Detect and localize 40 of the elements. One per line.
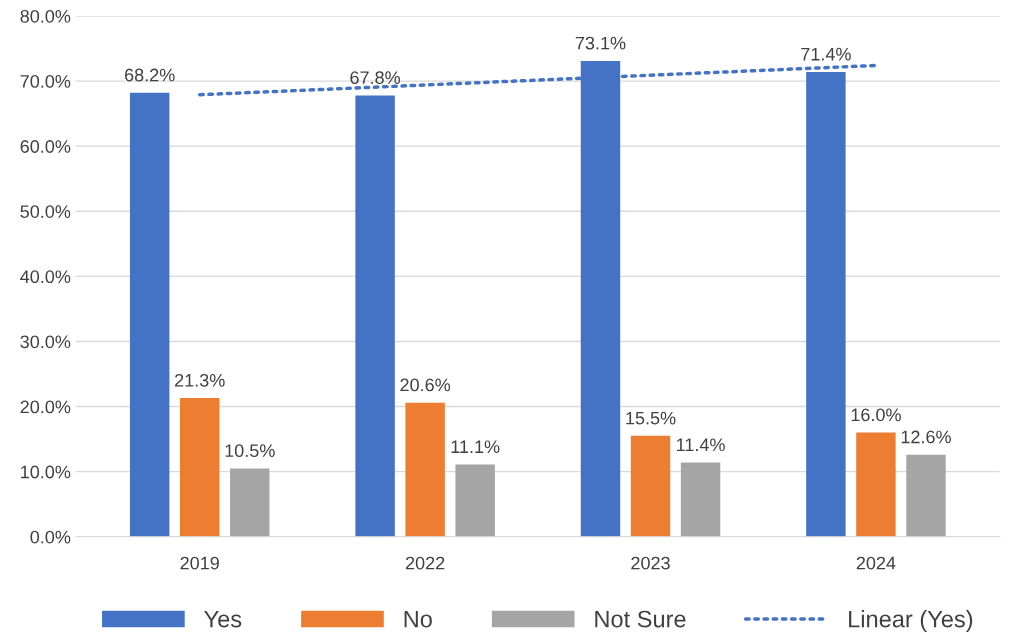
y-tick-label: 20.0%	[20, 400, 71, 414]
y-tick-label: 30.0%	[20, 335, 71, 349]
bar	[806, 71, 846, 537]
legend-label: No	[404, 610, 432, 628]
data-label: 73.1%	[575, 36, 626, 50]
data-label: 16.0%	[851, 408, 901, 422]
y-tick-label: 50.0%	[20, 205, 71, 218]
data-label: 11.1%	[451, 440, 500, 454]
y-tick-label: 80.0%	[20, 9, 71, 23]
data-label: 21.3%	[175, 373, 225, 387]
data-label: 10.5%	[225, 444, 275, 458]
data-label: 11.4%	[677, 438, 725, 452]
bar	[630, 435, 671, 537]
x-tick-label: 2023	[631, 556, 670, 570]
x-tick-label: 2022	[405, 556, 445, 570]
data-label: 71.4%	[801, 47, 851, 61]
bar	[856, 432, 896, 537]
y-tick-label: 40.0%	[20, 270, 71, 284]
bar	[906, 454, 946, 537]
bar	[405, 402, 445, 537]
data-label: 67.8%	[350, 71, 401, 85]
data-label: 15.5%	[626, 411, 676, 425]
legend-label: Not Sure	[595, 610, 686, 628]
legend-label: Yes	[204, 610, 242, 628]
bar	[355, 95, 395, 537]
y-tick-label: 10.0%	[21, 465, 71, 479]
bar	[129, 92, 170, 537]
x-tick-label: 2024	[856, 556, 896, 570]
x-tick-label: 2019	[180, 556, 219, 570]
y-tick-label: 60.0%	[20, 140, 71, 153]
bar	[230, 468, 270, 537]
bar	[680, 462, 721, 537]
y-tick-label: 0.0%	[30, 530, 71, 544]
bar	[180, 398, 220, 537]
data-label: 12.6%	[901, 430, 951, 444]
data-label: 68.2%	[125, 68, 175, 82]
bar	[455, 464, 495, 537]
data-label: 20.6%	[400, 378, 451, 392]
legend-label: Linear (Yes)	[849, 610, 973, 633]
y-tick-label: 70.0%	[20, 75, 71, 88]
